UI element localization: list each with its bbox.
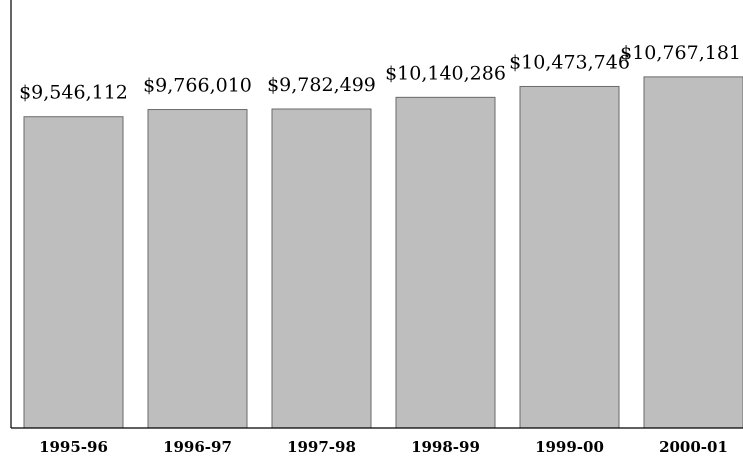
x-tick-label-2000-01: 2000-01: [659, 438, 728, 456]
x-tick-label-1996-97: 1996-97: [163, 438, 232, 456]
value-label-2000-01: $10,767,181: [620, 42, 741, 64]
bar-1997-98: [271, 108, 372, 429]
bar-1998-99: [395, 96, 496, 429]
value-label-1998-99: $10,140,286: [385, 62, 506, 84]
bar-1995-96: [23, 116, 124, 429]
x-tick-labels-group: 1995-96 1996-97 1997-98 1998-99 1999-00 2000-…: [39, 438, 728, 456]
x-tick-label-1995-96: 1995-96: [39, 438, 108, 456]
value-label-1999-00: $10,473,746: [509, 51, 630, 73]
value-label-1995-96: $9,546,112: [19, 82, 128, 104]
bar-2000-01: [643, 76, 743, 429]
bar-1999-00: [519, 85, 620, 429]
x-tick-label-1998-99: 1998-99: [411, 438, 480, 456]
bars-group: [23, 76, 743, 429]
value-labels-group: $9,546,112 $9,766,010 $9,782,499 $10,140,28…: [19, 42, 741, 104]
x-tick-label-1999-00: 1999-00: [535, 438, 604, 456]
value-label-1996-97: $9,766,010: [143, 75, 252, 97]
value-label-1997-98: $9,782,499: [267, 74, 376, 96]
bar-1996-97: [147, 109, 248, 429]
x-tick-label-1997-98: 1997-98: [287, 438, 356, 456]
